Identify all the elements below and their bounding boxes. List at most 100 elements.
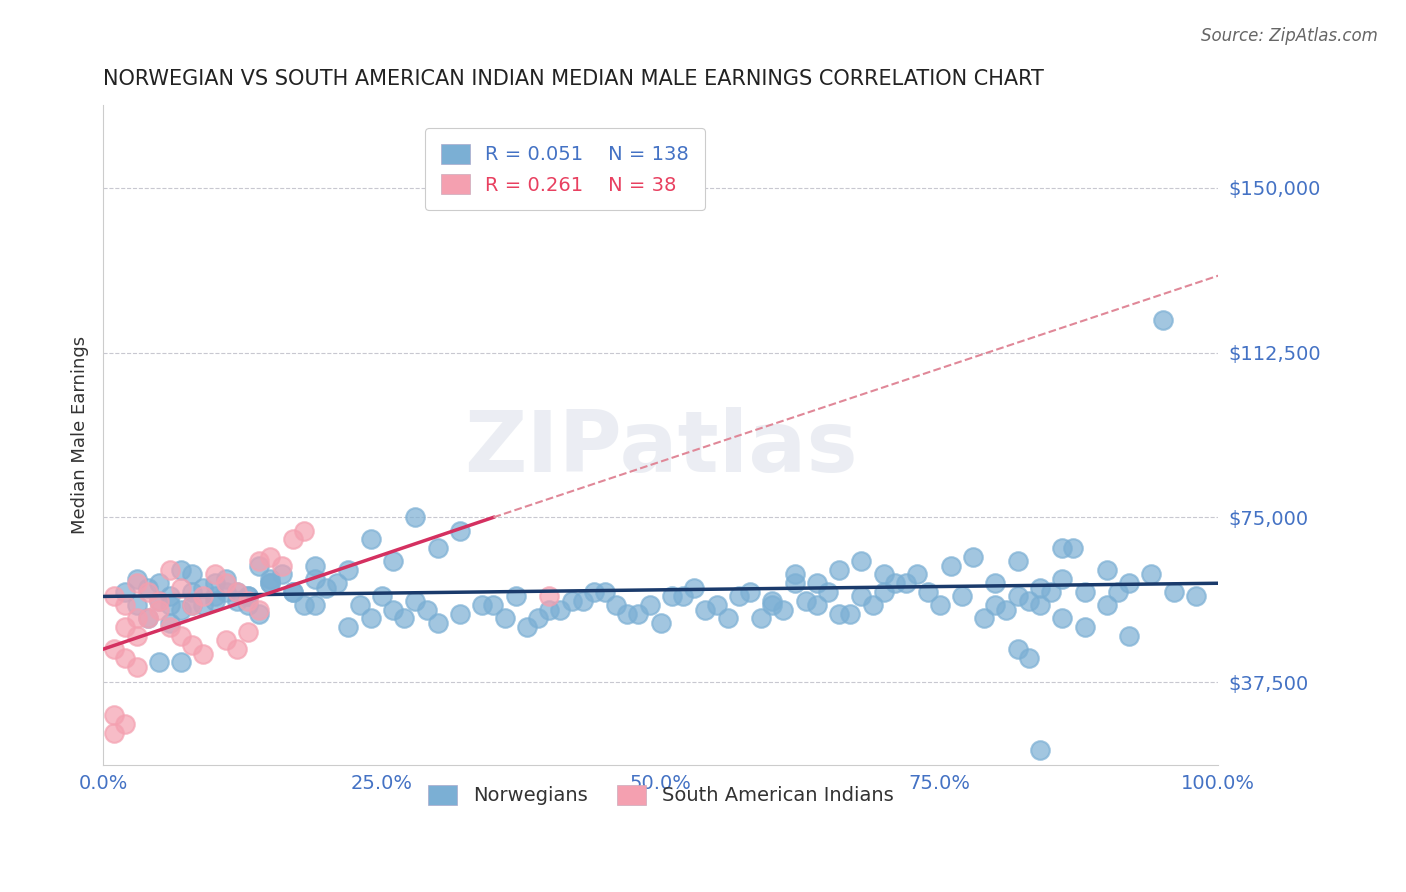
Y-axis label: Median Male Earnings: Median Male Earnings	[72, 336, 89, 534]
Point	[571, 594, 593, 608]
Point	[817, 585, 839, 599]
Point	[1029, 598, 1052, 612]
Point	[349, 598, 371, 612]
Point	[136, 611, 159, 625]
Point	[382, 602, 405, 616]
Point	[638, 598, 661, 612]
Point	[181, 598, 204, 612]
Point	[259, 576, 281, 591]
Point	[482, 598, 505, 612]
Point	[204, 594, 226, 608]
Point	[538, 590, 561, 604]
Point	[839, 607, 862, 621]
Point	[917, 585, 939, 599]
Point	[193, 581, 215, 595]
Point	[928, 598, 950, 612]
Point	[1007, 554, 1029, 568]
Point	[783, 576, 806, 591]
Point	[236, 590, 259, 604]
Point	[226, 594, 249, 608]
Point	[761, 594, 783, 608]
Point	[236, 594, 259, 608]
Point	[717, 611, 740, 625]
Point	[270, 567, 292, 582]
Point	[984, 598, 1007, 612]
Point	[281, 533, 304, 547]
Point	[550, 602, 572, 616]
Point	[204, 567, 226, 582]
Point	[695, 602, 717, 616]
Point	[114, 651, 136, 665]
Point	[148, 602, 170, 616]
Point	[1062, 541, 1084, 555]
Point	[582, 585, 605, 599]
Point	[114, 598, 136, 612]
Point	[1152, 312, 1174, 326]
Point	[193, 647, 215, 661]
Point	[738, 585, 761, 599]
Point	[259, 549, 281, 564]
Point	[148, 594, 170, 608]
Point	[1163, 585, 1185, 599]
Point	[1185, 590, 1208, 604]
Point	[962, 549, 984, 564]
Point	[605, 598, 627, 612]
Point	[215, 572, 238, 586]
Point	[159, 563, 181, 577]
Point	[1118, 576, 1140, 591]
Point	[159, 620, 181, 634]
Point	[170, 581, 193, 595]
Point	[360, 533, 382, 547]
Point	[471, 598, 494, 612]
Point	[125, 576, 148, 591]
Point	[259, 576, 281, 591]
Point	[114, 620, 136, 634]
Point	[727, 590, 749, 604]
Point	[247, 602, 270, 616]
Point	[136, 585, 159, 599]
Point	[337, 620, 360, 634]
Point	[783, 567, 806, 582]
Point	[1040, 585, 1063, 599]
Point	[627, 607, 650, 621]
Point	[794, 594, 817, 608]
Point	[226, 585, 249, 599]
Point	[215, 576, 238, 591]
Point	[226, 585, 249, 599]
Point	[404, 594, 426, 608]
Point	[226, 642, 249, 657]
Point	[706, 598, 728, 612]
Point	[103, 642, 125, 657]
Point	[772, 602, 794, 616]
Point	[281, 585, 304, 599]
Point	[449, 524, 471, 538]
Point	[1029, 581, 1052, 595]
Point	[950, 590, 973, 604]
Point	[236, 624, 259, 639]
Point	[828, 607, 851, 621]
Point	[1073, 585, 1095, 599]
Point	[103, 590, 125, 604]
Point	[125, 572, 148, 586]
Point	[806, 598, 828, 612]
Point	[360, 611, 382, 625]
Point	[292, 598, 315, 612]
Point	[672, 590, 695, 604]
Point	[683, 581, 706, 595]
Point	[1095, 598, 1118, 612]
Point	[884, 576, 907, 591]
Point	[616, 607, 638, 621]
Point	[371, 590, 394, 604]
Point	[650, 615, 672, 630]
Point	[247, 558, 270, 573]
Point	[851, 554, 873, 568]
Point	[292, 524, 315, 538]
Point	[181, 638, 204, 652]
Point	[114, 717, 136, 731]
Point	[1018, 594, 1040, 608]
Legend: Norwegians, South American Indians: Norwegians, South American Indians	[412, 769, 908, 821]
Point	[426, 541, 449, 555]
Point	[170, 563, 193, 577]
Point	[215, 633, 238, 648]
Point	[193, 590, 215, 604]
